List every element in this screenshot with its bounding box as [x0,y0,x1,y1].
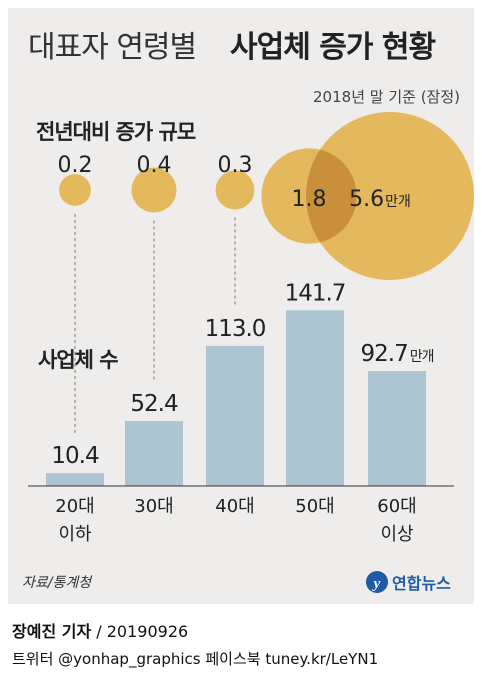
title-bold: 사업체 증가 현황 [230,30,436,65]
bubble-overlap [305,148,357,244]
byline-name: 장예진 기자 [12,622,92,641]
count-label: 사업체 수 [38,348,119,372]
logo-mark-icon [366,571,388,593]
bubble-value-label: 0.4 [137,153,172,178]
unit-label: 만개 [410,349,434,365]
yonhap-logo: y 연합뉴스 [366,571,451,593]
bar-4 [368,371,426,486]
social-line: 트위터 @yonhap_graphics 페이스북 tuney.kr/LeYN1 [12,650,379,668]
bar-value-label: 113.0 [205,316,266,342]
category-label: 이하 [58,524,92,545]
bubble-value-label: 0.3 [218,153,253,178]
bubble-0 [59,174,91,206]
category-label: 20대 [55,496,94,517]
increase-label: 전년대비 증가 규모 [36,120,196,144]
bar-1 [125,421,183,486]
svg-text:y: y [372,576,381,592]
bubble-value-label: 1.8 [292,187,327,212]
bar-2 [206,345,264,486]
category-label: 40대 [215,496,254,517]
bar-3 [286,310,344,486]
category-label: 60대 [377,496,416,517]
bar-value-label: 10.4 [51,443,99,469]
bar-value-label: 141.7 [285,280,346,306]
category-label: 50대 [295,496,334,517]
category-label: 30대 [134,496,173,517]
byline-date: / 20190926 [91,622,189,641]
bar-0 [46,473,104,486]
bubble-2 [215,170,255,210]
bubble-4 [305,111,475,281]
bar-value-label: 52.4 [130,391,178,417]
subtitle: 2018년 말 기준 (잠정) [313,88,460,106]
byline: 장예진 기자 / 20190926 [12,618,188,642]
chart-panel [8,8,474,604]
unit-label: 만개 [385,194,411,210]
bar-value-label: 92.7 만개 [361,341,434,367]
source-text: 자료/통계청 [22,575,92,591]
bubble-1 [131,167,177,213]
logo-wordmark: 연합뉴스 [392,574,451,593]
title-light: 대표자 연령별 [28,30,197,65]
bubble-value-label: 0.2 [58,153,93,178]
category-label: 이상 [380,524,413,545]
